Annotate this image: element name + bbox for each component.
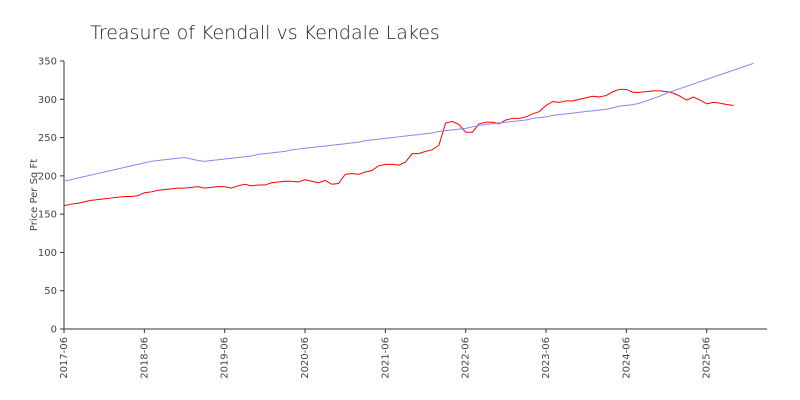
x-tick-label: 2022-06 <box>461 337 472 379</box>
y-tick-label: 150 <box>38 210 57 221</box>
x-tick-label: 2021-06 <box>380 337 391 379</box>
x-tick-label: 2025-06 <box>702 337 713 379</box>
x-tick-label: 2019-06 <box>220 337 231 379</box>
x-tick-label: 2018-06 <box>139 337 150 379</box>
y-tick-label: 200 <box>38 171 57 182</box>
x-tick-label: 2017-06 <box>59 337 70 379</box>
x-tick-label: 2024-06 <box>621 337 632 379</box>
y-tick-label: 100 <box>38 248 57 259</box>
y-tick-label: 0 <box>51 325 57 336</box>
chart-title: Treasure of Kendall vs Kendale Lakes <box>90 22 440 44</box>
y-axis-label: Price Per Sq Ft <box>29 159 40 231</box>
y-tick-label: 300 <box>38 95 57 106</box>
series-group <box>63 62 754 207</box>
y-tick-label: 50 <box>44 286 57 297</box>
series-line-kendale-lakes <box>63 62 754 182</box>
y-tick-label: 350 <box>38 57 57 68</box>
y-axis-ticks: 0 50 100 150 200 250 300 350 <box>38 57 64 336</box>
x-tick-label: 2020-06 <box>300 337 311 379</box>
y-tick-label: 250 <box>38 133 57 144</box>
x-axis-ticks: 2017-06 2018-06 2019-06 2020-06 2021-06 2022-… <box>59 329 713 379</box>
series-line-treasure-of-kendall <box>63 88 734 207</box>
x-tick-label: 2023-06 <box>541 337 552 379</box>
plot-area: 0 50 100 150 200 250 300 350 2017-06 2018-06 2019… <box>38 57 767 379</box>
